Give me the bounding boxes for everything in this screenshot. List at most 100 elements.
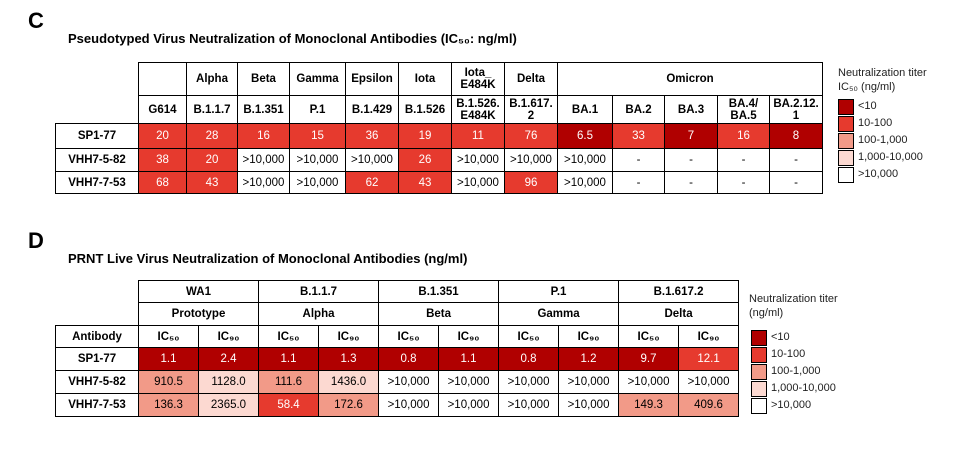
legend-label: 100-1,000 bbox=[771, 365, 821, 377]
value-cell: - bbox=[717, 171, 770, 194]
value-cell: 43 bbox=[398, 171, 452, 194]
value-cell: - bbox=[717, 148, 770, 172]
value-cell: >10,000 bbox=[438, 393, 500, 417]
legend-label: >10,000 bbox=[771, 399, 812, 411]
header-cell: Beta bbox=[378, 302, 500, 326]
panel-label: C bbox=[28, 8, 44, 33]
value-cell: >10,000 bbox=[678, 370, 740, 394]
value-cell: - bbox=[768, 171, 824, 194]
legend-swatch bbox=[751, 381, 767, 397]
panel-title: Pseudotyped Virus Neutralization of Mono… bbox=[68, 31, 517, 46]
value-cell: 2.4 bbox=[197, 347, 260, 371]
header-cell: Beta bbox=[237, 62, 290, 96]
value-cell: - bbox=[768, 148, 824, 172]
value-cell: 20 bbox=[186, 148, 238, 172]
data-row: VHH7-7-53 136.3 2365.0 58.4 172.6 >10,000 >10,… bbox=[55, 393, 740, 417]
legend-label: <10 bbox=[771, 331, 790, 343]
value-cell: 6.5 bbox=[557, 123, 613, 149]
legend-swatch bbox=[838, 167, 854, 183]
header-cell: Omicron bbox=[556, 62, 824, 96]
value-cell: 1.1 bbox=[438, 347, 500, 371]
legend-swatch bbox=[838, 133, 854, 149]
value-cell: >10,000 bbox=[289, 148, 346, 172]
legend-swatch bbox=[751, 330, 767, 346]
header-row: Antibody IC₅₀ IC₉₀ IC₅₀ IC₉₀ IC₅₀ IC₉₀ IC₅₀ IC₉₀… bbox=[55, 325, 740, 348]
value-cell: >10,000 bbox=[557, 148, 613, 172]
value-cell: >10,000 bbox=[451, 171, 505, 194]
header-cell: BA.4/ BA.5 bbox=[717, 95, 770, 124]
legend-label: 1,000-10,000 bbox=[771, 382, 836, 394]
data-table: WA1 B.1.1.7 B.1.351 P.1 B.1.617.2 Prototype Al… bbox=[55, 280, 740, 417]
value-cell: 1.1 bbox=[138, 347, 199, 371]
header-cell: IC₉₀ bbox=[197, 325, 260, 348]
row-label: VHH7-5-82 bbox=[55, 148, 139, 172]
data-row: SP1-77 1.1 2.4 1.1 1.3 0.8 1.1 0.8 1.2 9.7 12.1 bbox=[55, 347, 740, 371]
header-cell: WA1 bbox=[137, 280, 260, 303]
header-cell: IC₉₀ bbox=[678, 325, 740, 348]
row-label: VHH7-5-82 bbox=[55, 370, 139, 394]
header-cell: IC₉₀ bbox=[438, 325, 500, 348]
value-cell: 1.1 bbox=[258, 347, 320, 371]
header-row: G614 B.1.1.7 B.1.351 P.1 B.1.429 B.1.526 B.1.5… bbox=[56, 95, 824, 124]
legend-swatch bbox=[838, 116, 854, 132]
panel-title: PRNT Live Virus Neutralization of Monocl… bbox=[68, 251, 468, 266]
header-cell: IC₅₀ bbox=[498, 325, 560, 348]
value-cell: >10,000 bbox=[237, 148, 290, 172]
value-cell: >10,000 bbox=[289, 171, 346, 194]
blank-cell bbox=[56, 281, 139, 303]
value-cell: 68 bbox=[138, 171, 187, 194]
value-cell: - bbox=[664, 171, 718, 194]
value-cell: 8 bbox=[768, 123, 824, 149]
legend-swatch bbox=[751, 347, 767, 363]
blank-cell bbox=[56, 303, 139, 326]
value-cell: >10,000 bbox=[345, 148, 399, 172]
value-cell: 58.4 bbox=[258, 393, 320, 417]
value-cell: 7 bbox=[664, 123, 718, 149]
value-cell: >10,000 bbox=[378, 393, 440, 417]
row-label: SP1-77 bbox=[55, 347, 139, 371]
header-cell: Iota_ E484K bbox=[451, 62, 505, 96]
legend-swatch bbox=[838, 150, 854, 166]
header-cell: Prototype bbox=[137, 302, 260, 326]
value-cell: - bbox=[612, 148, 665, 172]
data-row: SP1-77 20 28 16 15 36 19 11 76 6.5 33 7 16 8 bbox=[55, 123, 824, 149]
value-cell: >10,000 bbox=[498, 370, 560, 394]
row-label: VHH7-7-53 bbox=[55, 393, 139, 417]
panel-label: D bbox=[28, 228, 44, 253]
value-cell: >10,000 bbox=[498, 393, 560, 417]
header-cell: IC₅₀ bbox=[618, 325, 680, 348]
legend-subtitle: IC₅₀ (ng/ml) bbox=[838, 81, 896, 93]
legend-swatch bbox=[838, 99, 854, 115]
legend-swatch bbox=[751, 364, 767, 380]
value-cell: >10,000 bbox=[557, 171, 613, 194]
header-cell: P.1 bbox=[289, 95, 346, 124]
value-cell: >10,000 bbox=[237, 171, 290, 194]
header-cell: Antibody bbox=[55, 325, 139, 348]
value-cell: 38 bbox=[138, 148, 187, 172]
data-row: VHH7-5-82 38 20 >10,000 >10,000 >10,000 26 >10,… bbox=[55, 148, 824, 172]
legend-label: 10-100 bbox=[858, 117, 893, 129]
value-cell: 16 bbox=[237, 123, 290, 149]
value-cell: >10,000 bbox=[438, 370, 500, 394]
legend-subtitle: (ng/ml) bbox=[749, 307, 784, 319]
blank-cell bbox=[138, 62, 187, 96]
value-cell: >10,000 bbox=[504, 148, 558, 172]
header-cell: B.1.1.7 bbox=[186, 95, 238, 124]
value-cell: 910.5 bbox=[138, 370, 199, 394]
header-cell: IC₅₀ bbox=[258, 325, 320, 348]
header-cell: B.1.351 bbox=[237, 95, 290, 124]
value-cell: 33 bbox=[612, 123, 665, 149]
header-cell: Delta bbox=[504, 62, 558, 96]
value-cell: - bbox=[664, 148, 718, 172]
legend-label: <10 bbox=[858, 100, 877, 112]
value-cell: 96 bbox=[504, 171, 558, 194]
header-row: Alpha Beta Gamma Epsilon Iota Iota_ E484K Delt… bbox=[56, 62, 824, 96]
legend-title: Neutralization titer bbox=[838, 67, 927, 79]
value-cell: 9.7 bbox=[618, 347, 680, 371]
header-row: Prototype Alpha Beta Gamma Delta bbox=[56, 302, 740, 326]
header-cell: Epsilon bbox=[345, 62, 399, 96]
value-cell: 149.3 bbox=[618, 393, 680, 417]
value-cell: 20 bbox=[138, 123, 187, 149]
legend-swatch bbox=[751, 398, 767, 414]
